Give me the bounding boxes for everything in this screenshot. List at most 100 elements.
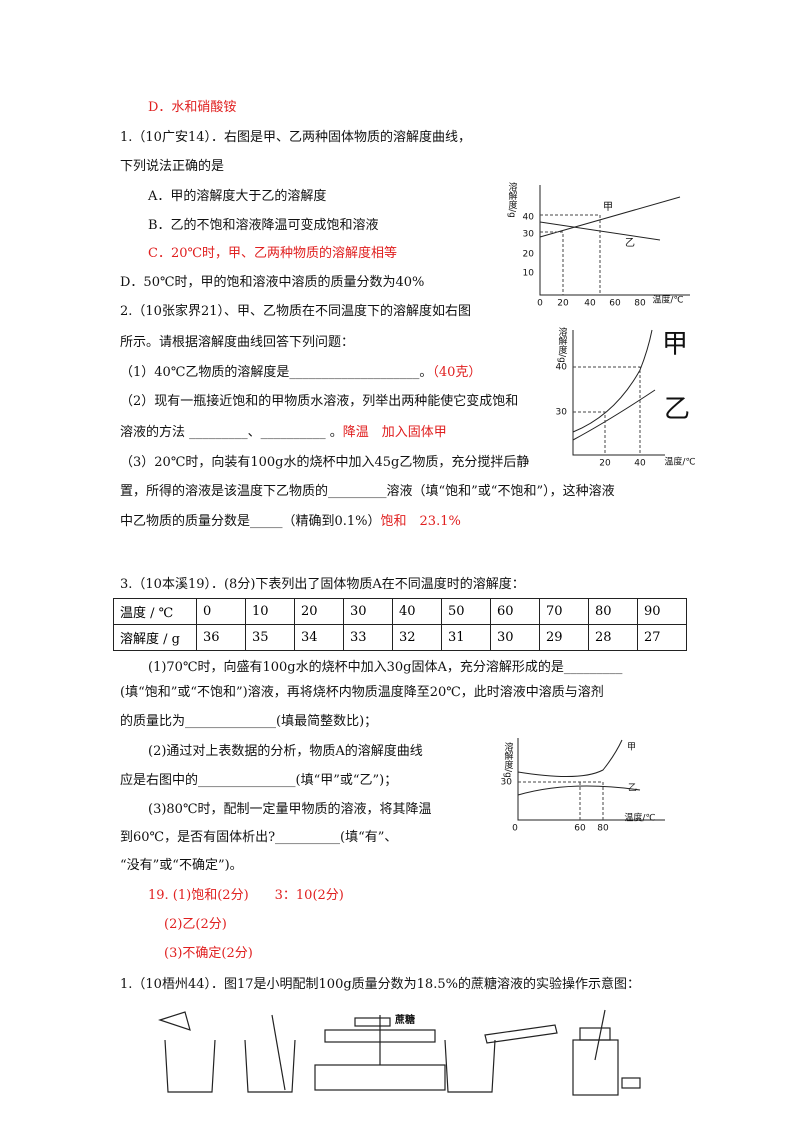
x-tick-label: 20 <box>599 459 611 469</box>
line-text: 所示。请根据溶解度曲线回答下列问题： <box>120 335 355 350</box>
line-text: 1.（10梧州44）．图17是小明配制100g质量分数为18.5%的蔗糖溶液的实… <box>120 977 640 992</box>
line-text: 应是右图中的_______________(填“甲”或“乙”)； <box>120 773 398 788</box>
curve-label: 甲 <box>627 742 636 753</box>
table-cell: 35 <box>245 624 295 651</box>
table-row: 溶解度 / g 36 35 34 33 32 31 30 29 28 27 <box>113 624 687 651</box>
x-axis-label: 温度/℃ <box>652 294 683 306</box>
y-tick-label: 40 <box>523 213 535 223</box>
axis <box>539 185 690 296</box>
table-row: 温度 / ℃ 0 10 20 30 40 50 60 70 80 90 <box>113 598 687 625</box>
lab-figure <box>158 1009 641 1096</box>
text-line: 3.（10本溪19）．(8分)下表列出了固体物质A在不同温度时的溶解度： <box>120 576 525 594</box>
x-tick-label: 0 <box>512 824 518 834</box>
text-line: 2.（10张家界21）、甲、乙物质在不同温度下的溶解度如右图 <box>120 303 471 321</box>
text-line: C．20℃时，甲、乙两种物质的溶解度相等 <box>148 245 397 263</box>
x-axis-label: 温度/℃ <box>664 456 695 468</box>
text-line: (填“饱和”或“不饱和”)溶液，再将烧杯内物质温度降至20℃，此时溶液中溶质与溶… <box>120 684 604 702</box>
text-line: 的质量比为______________(填最简整数比)； <box>120 713 377 731</box>
table-cell: 34 <box>294 624 344 651</box>
line-text: B．乙的不饱和溶液降温可变成饱和溶液 <box>148 218 379 233</box>
curve-label: 甲 <box>603 202 613 213</box>
text-line: 溶液的方法 _________、__________ 。降温 加入固体甲 <box>120 424 447 442</box>
curve <box>517 739 623 777</box>
x-tick-label: 40 <box>584 299 596 309</box>
table-cell: 温度 / ℃ <box>113 598 197 625</box>
x-tick-label: 60 <box>574 824 586 834</box>
text-line: (2)乙(2分) <box>164 916 227 934</box>
line-text: 溶液的方法 _________、__________ 。 <box>120 425 343 440</box>
table-cell: 32 <box>392 624 442 651</box>
line-text: 到60℃，是否有固体析出?__________(填“有”、 <box>120 830 398 845</box>
x-axis-label: 温度/℃ <box>624 812 655 824</box>
text-line: 所示。请根据溶解度曲线回答下列问题： <box>120 334 354 352</box>
curve <box>539 196 681 238</box>
guide-line <box>573 411 606 455</box>
y-axis-label: 溶解度/g <box>503 741 514 778</box>
table-cell: 50 <box>441 598 491 625</box>
line-text: 中乙物质的质量分数是_____（精确到0.1%） <box>120 514 381 529</box>
table-cell: 30 <box>343 598 393 625</box>
guide-line <box>573 366 641 455</box>
line-text: C．20℃时，甲、乙两种物质的溶解度相等 <box>148 246 398 261</box>
x-tick-label: 60 <box>609 299 621 309</box>
line-text: （3）20℃时，向装有100g水的烧杯中加入45g乙物质，充分搅拌后静 <box>120 455 530 470</box>
y-tick-label: 10 <box>523 269 535 279</box>
table-cell: 27 <box>637 624 687 651</box>
line-text: 置，所得的溶液是该温度下乙物质的_________溶液（填“饱和”或“不饱和”）… <box>120 484 615 499</box>
text-line: A．甲的溶解度大于乙的溶解度 <box>148 188 326 206</box>
line-text: (2)乙(2分) <box>164 917 227 932</box>
answer: 饱和 23.1% <box>380 514 461 529</box>
line-text: (3)80℃时，配制一定量甲物质的溶液，将其降温 <box>148 802 432 817</box>
curve-label: 甲 <box>662 330 688 360</box>
text-line: D．水和硝酸铵 <box>148 99 236 117</box>
text-line: 19. (1)饱和(2分) 3：10(2分) <box>148 887 344 905</box>
table-cell: 溶解度 / g <box>113 624 197 651</box>
curve-label: 乙 <box>628 783 637 794</box>
x-tick-label: 80 <box>597 824 609 834</box>
curve <box>572 389 656 441</box>
table-cell: 0 <box>196 598 246 625</box>
guide-line <box>540 214 601 295</box>
text-line: 置，所得的溶液是该温度下乙物质的_________溶液（填“饱和”或“不饱和”）… <box>120 483 615 501</box>
x-tick-label: 0 <box>537 299 543 309</box>
text-line: (3)不确定(2分) <box>164 945 253 963</box>
text-line: (1)70℃时，向盛有100g水的烧杯中加入30g固体A，充分溶解形成的是___… <box>148 659 622 677</box>
figure-label: 蔗糖 <box>394 1013 415 1026</box>
line-text: （2）现有一瓶接近饱和的甲物质水溶液，列举出两种能使它变成饱和 <box>120 394 519 409</box>
line-text: 的质量比为______________(填最简整数比)； <box>120 714 378 729</box>
text-line: D．50℃时，甲的饱和溶液中溶质的质量分数为40% <box>120 274 424 292</box>
text-line: B．乙的不饱和溶液降温可变成饱和溶液 <box>148 217 379 235</box>
curve-label: 乙 <box>664 395 690 425</box>
y-tick-label: 30 <box>556 408 568 418</box>
line-text: (2)通过对上表数据的分析，物质A的溶解度曲线 <box>148 744 423 759</box>
text-line: 下列说法正确的是 <box>120 158 224 176</box>
line-text: （1）40℃乙物质的溶解度是____________________。 <box>120 365 433 380</box>
x-tick-label: 40 <box>634 459 646 469</box>
axis <box>572 330 665 456</box>
solubility-table: 温度 / ℃ 0 10 20 30 40 50 60 70 80 90 溶解度 / g 36 35 34 33… <box>113 598 687 651</box>
axis <box>517 738 665 821</box>
y-tick-label: 30 <box>523 230 535 240</box>
text-line: (2)通过对上表数据的分析，物质A的溶解度曲线 <box>148 743 423 761</box>
text-line: 1.（10广安14）．右图是甲、乙两种固体物质的溶解度曲线， <box>120 129 471 147</box>
text-line: 1.（10梧州44）．图17是小明配制100g质量分数为18.5%的蔗糖溶液的实… <box>120 976 640 994</box>
text-line: 到60℃，是否有固体析出?__________(填“有”、 <box>120 829 397 847</box>
table-cell: 31 <box>441 624 491 651</box>
line-text: 2.（10张家界21）、甲、乙物质在不同温度下的溶解度如右图 <box>120 304 471 319</box>
line-text: D．50℃时，甲的饱和溶液中溶质的质量分数为40% <box>120 275 425 290</box>
line-text: 1.（10广安14）．右图是甲、乙两种固体物质的溶解度曲线， <box>120 130 471 145</box>
text-line: 应是右图中的_______________(填“甲”或“乙”)； <box>120 772 397 790</box>
table-cell: 29 <box>539 624 589 651</box>
text-line: （1）40℃乙物质的溶解度是____________________。（40克） <box>120 364 481 382</box>
guide-line <box>540 231 564 295</box>
answer: （40克） <box>432 365 482 380</box>
table-cell: 33 <box>343 624 393 651</box>
y-tick-label: 30 <box>501 778 513 788</box>
line-text: (3)不确定(2分) <box>164 946 253 961</box>
text-line: 中乙物质的质量分数是_____（精确到0.1%）饱和 23.1% <box>120 513 461 531</box>
table-cell: 30 <box>490 624 540 651</box>
line-text: “没有”或“不确定”)。 <box>120 858 243 873</box>
table-cell: 60 <box>490 598 540 625</box>
